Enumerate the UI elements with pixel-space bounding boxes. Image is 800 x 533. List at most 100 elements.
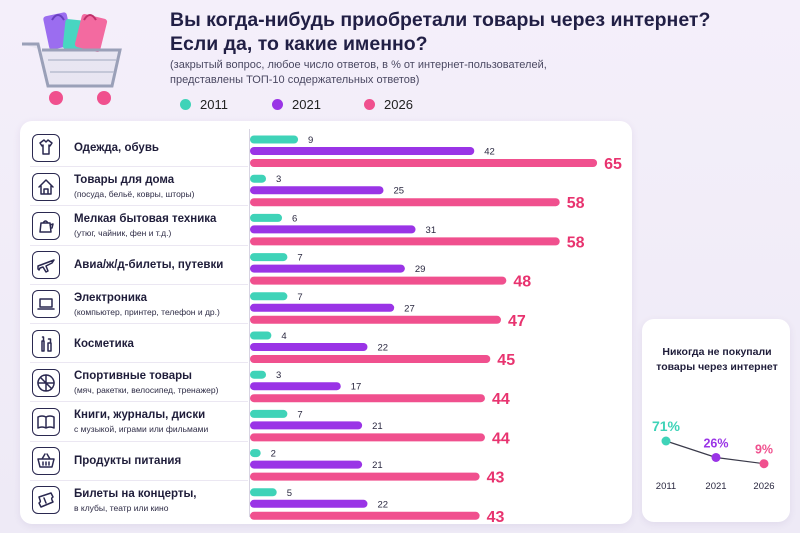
- bar-2011: [250, 253, 288, 262]
- legend-item-2026: 2026: [364, 97, 456, 112]
- bar-2026: [250, 355, 491, 363]
- category-label: Спортивные товары: [74, 370, 192, 383]
- category-note: (мяч, ракетки, велосипед, тренажер): [74, 385, 219, 396]
- category-row-6: Спортивные товары (мяч, ракетки, велосипе…: [20, 363, 248, 402]
- point-value-label-2026: 9%: [755, 443, 773, 457]
- row-divider: [30, 440, 248, 442]
- bar-chart-card: 9 42 65 3 25 58 6 31 58 7 29 48 7 27 47 4 22 45 3 17 44 7 21 44…: [20, 121, 632, 524]
- bar-value-label-2026: 45: [497, 352, 515, 369]
- bar-value-label-2011: 7: [297, 292, 302, 303]
- bar-value-label-2011: 2: [271, 449, 276, 460]
- category-label: Продукты питания: [74, 455, 182, 468]
- row-divider: [30, 401, 248, 403]
- cosmetics-icon: [32, 329, 60, 358]
- legend-label-2021: 2021: [292, 97, 321, 112]
- bar-value-label-2026: 65: [604, 156, 622, 173]
- house-icon: [32, 172, 60, 201]
- legend-label-2026: 2026: [384, 97, 413, 112]
- bar-2021: [250, 460, 363, 469]
- category-note: в клубы, театр или кино: [74, 502, 169, 513]
- category-label: Косметика: [74, 337, 134, 350]
- bar-2026: [250, 237, 560, 246]
- bar-2011: [250, 174, 267, 183]
- bar-chart: 9426532558631587294872747422453174472144…: [250, 135, 622, 524]
- row-divider: [30, 166, 248, 168]
- category-note: (посуда, бельё, ковры, шторы): [74, 189, 195, 200]
- category-note: с музыкой, играми или фильмами: [74, 424, 209, 435]
- bar-value-label-2011: 5: [287, 488, 292, 499]
- shopping-cart-illustration: [22, 12, 122, 105]
- row-divider: [30, 362, 248, 364]
- title-line-1: Вы когда-нибудь приобретали товары через…: [170, 9, 711, 31]
- category-label: Авиа/ж/д-билеты, путевки: [74, 259, 224, 272]
- bar-value-label-2021: 21: [372, 460, 383, 471]
- bar-2026: [250, 276, 507, 285]
- bar-2011: [250, 135, 299, 144]
- never-bought-title: Никогда не покупали товары через интерне…: [656, 346, 778, 373]
- category-label: Одежда, обувь: [74, 141, 159, 154]
- row-divider: [30, 205, 248, 207]
- bar-value-label-2026: 58: [567, 234, 585, 251]
- title-line-2: Если да, то какие именно?: [170, 33, 428, 55]
- point-2011: [661, 436, 671, 446]
- bar-2011: [250, 449, 261, 458]
- bar-value-label-2021: 17: [351, 382, 362, 393]
- basket-icon: [32, 447, 60, 476]
- category-row-2: Мелкая бытовая техника (утюг, чайник, фен…: [20, 206, 248, 245]
- legend-label-2011: 2011: [200, 97, 228, 112]
- bar-2021: [250, 303, 395, 312]
- bar-2011: [250, 409, 288, 418]
- bar-value-label-2011: 9: [308, 135, 313, 146]
- category-row-4: Электроника (компьютер, принтер, телефон …: [20, 285, 248, 324]
- bar-2026: [250, 315, 501, 324]
- point-value-label-2011: 71%: [652, 418, 681, 434]
- bar-2026: [250, 159, 598, 167]
- category-row-1: Товары для дома (посуда, бельё, ковры, шт…: [20, 167, 248, 206]
- ticket-icon: [32, 486, 60, 515]
- point-2026: [759, 459, 769, 469]
- never-bought-line-chart: 71% 2011 26% 2021 9% 2026: [652, 418, 775, 492]
- chart-legend: 2011 2021 2026: [180, 97, 456, 112]
- bar-value-label-2011: 7: [297, 253, 302, 264]
- bar-value-label-2021: 31: [426, 225, 437, 236]
- bar-2011: [250, 292, 288, 301]
- category-note: (компьютер, принтер, телефон и др.): [74, 306, 220, 317]
- bar-value-label-2021: 21: [372, 421, 383, 432]
- subtitle-line-1: (закрытый вопрос, любое число ответов, в…: [170, 59, 547, 71]
- category-note: (утюг, чайник, фен и т.д.): [74, 228, 172, 239]
- bar-value-label-2021: 22: [377, 343, 388, 354]
- bar-value-label-2026: 47: [508, 313, 526, 330]
- shirt-icon: [32, 133, 60, 162]
- legend-item-2021: 2021: [272, 97, 364, 112]
- book-icon: [32, 407, 60, 436]
- row-divider: [30, 323, 248, 324]
- bar-value-label-2026: 44: [492, 391, 510, 408]
- bar-2011: [250, 370, 267, 379]
- bar-value-label-2021: 22: [377, 499, 388, 510]
- bar-2021: [250, 343, 368, 351]
- kettle-icon: [32, 211, 60, 240]
- legend-dot-2011: [180, 99, 191, 110]
- bar-2021: [250, 147, 475, 155]
- bar-2026: [250, 511, 480, 520]
- bar-value-label-2011: 6: [292, 213, 297, 224]
- bar-2011: [250, 488, 277, 497]
- bar-value-label-2026: 43: [487, 509, 505, 524]
- bar-value-label-2011: 3: [276, 174, 281, 185]
- bar-value-label-2026: 44: [492, 430, 510, 447]
- legend-item-2011: 2011: [180, 97, 272, 112]
- point-2021: [711, 452, 721, 462]
- x-tick-label-2026: 2026: [753, 481, 774, 492]
- row-divider: [30, 479, 248, 481]
- bar-2026: [250, 394, 485, 403]
- bar-value-label-2011: 7: [297, 409, 302, 420]
- bar-value-label-2026: 48: [513, 274, 531, 291]
- page-title: Вы когда-нибудь приобретали товары через…: [170, 8, 790, 56]
- airplane-icon: [32, 251, 60, 280]
- bar-value-label-2011: 4: [281, 331, 286, 342]
- ball-icon: [32, 368, 60, 397]
- subtitle-line-2: представлены ТОП-10 содержательных ответ…: [170, 74, 420, 86]
- legend-dot-2026: [364, 99, 375, 110]
- x-tick-label-2021: 2021: [705, 481, 726, 492]
- bar-2021: [250, 499, 368, 508]
